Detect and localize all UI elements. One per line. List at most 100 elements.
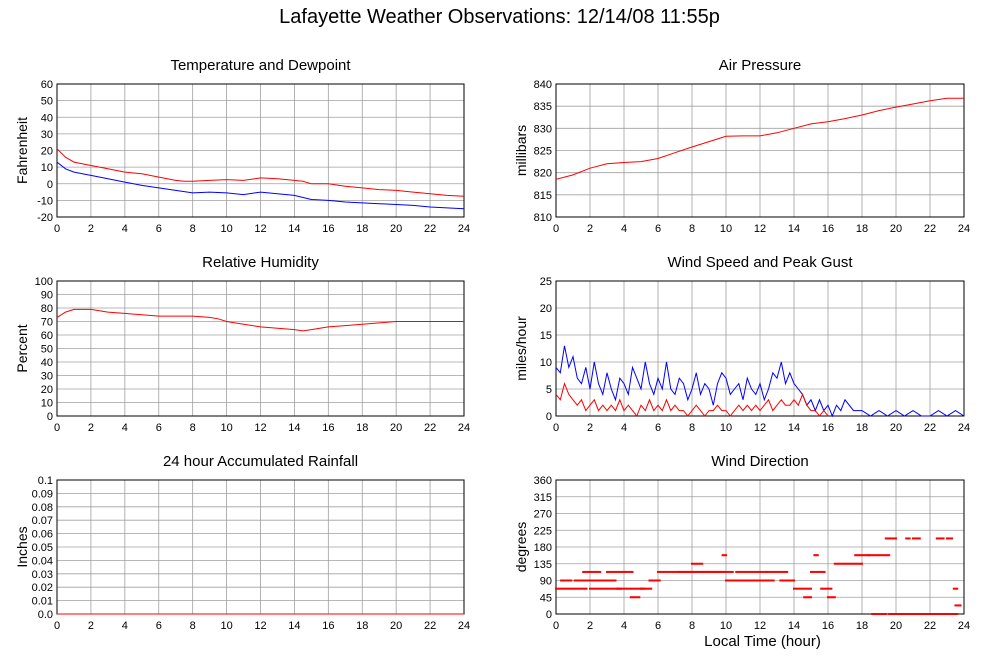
- direction-point: [607, 579, 610, 582]
- direction-point: [631, 570, 634, 573]
- direction-point: [750, 570, 753, 573]
- direction-point: [623, 570, 625, 573]
- rain-ytick-label: 0.07: [32, 515, 53, 527]
- direction-point: [589, 579, 591, 582]
- direction-point: [861, 554, 863, 557]
- pressure-xtick-label: 4: [621, 223, 627, 235]
- direction-point: [820, 570, 823, 573]
- direction-point: [898, 613, 901, 615]
- direction-point: [886, 537, 889, 540]
- humidity-xtick-label: 16: [322, 422, 334, 434]
- direction-point: [845, 562, 848, 565]
- wind-xtick-label: 8: [689, 422, 695, 434]
- humidity-xtick-label: 22: [424, 422, 436, 434]
- direction-point: [619, 570, 622, 573]
- wind-xtick-label: 22: [924, 422, 936, 434]
- direction-point: [949, 613, 952, 615]
- direction-point: [638, 587, 641, 590]
- direction-point: [755, 570, 758, 573]
- direction-point: [821, 587, 824, 590]
- direction-point: [823, 587, 826, 590]
- direction-point: [803, 587, 806, 590]
- temp-ytick-label: 0: [47, 179, 53, 191]
- direction-point: [908, 613, 911, 615]
- direction-point: [563, 587, 566, 590]
- direction-point: [556, 587, 559, 590]
- direction-point: [794, 587, 797, 590]
- direction-point: [956, 587, 959, 590]
- direction-point: [708, 570, 710, 573]
- direction-point: [893, 613, 896, 615]
- pressure-series-red-line: [555, 97, 964, 180]
- wind-ytick-label: 15: [540, 330, 552, 342]
- direction-point: [653, 579, 656, 582]
- rain-ytick-label: 0.08: [32, 502, 53, 514]
- direction-point: [769, 579, 772, 582]
- direction-point: [835, 562, 838, 565]
- pressure-xtick-label: 16: [822, 223, 834, 235]
- direction-xtick-label: 6: [655, 620, 661, 632]
- direction-point: [583, 570, 586, 573]
- direction-point: [847, 562, 850, 565]
- pressure-xtick-label: 8: [689, 223, 695, 235]
- direction-point: [609, 587, 612, 590]
- direction-point: [828, 587, 831, 590]
- direction-point: [764, 579, 767, 582]
- direction-point: [582, 570, 585, 573]
- direction-point: [684, 570, 687, 573]
- direction-point: [784, 570, 787, 573]
- direction-point: [934, 613, 937, 615]
- rain-xtick-label: 24: [458, 620, 470, 632]
- direction-point: [675, 570, 678, 573]
- direction-point: [682, 570, 685, 573]
- direction-point: [626, 570, 629, 573]
- temp-plot-frame: [56, 83, 465, 218]
- direction-point: [617, 570, 620, 573]
- direction-title: Wind Direction: [711, 453, 809, 470]
- direction-point: [702, 570, 705, 573]
- wind-xtick-label: 16: [822, 422, 834, 434]
- direction-point: [585, 570, 588, 573]
- humidity-ytick-label: 70: [41, 317, 53, 329]
- direction-point: [704, 570, 707, 573]
- direction-point: [595, 570, 598, 573]
- direction-point: [855, 562, 858, 565]
- rain-xtick-label: 12: [254, 620, 266, 632]
- direction-point: [689, 570, 692, 573]
- direction-point: [640, 587, 642, 590]
- direction-point: [764, 570, 767, 573]
- direction-point: [917, 613, 920, 615]
- wind-ytick-label: 20: [540, 303, 552, 315]
- direction-point: [946, 537, 948, 540]
- direction-point: [731, 579, 734, 582]
- direction-point: [655, 579, 658, 582]
- direction-point: [624, 570, 627, 573]
- direction-point: [633, 587, 636, 590]
- direction-point: [677, 570, 680, 573]
- direction-point: [752, 570, 755, 573]
- direction-point: [895, 537, 897, 540]
- direction-point: [838, 562, 841, 565]
- direction-point: [566, 579, 569, 582]
- direction-point: [645, 587, 648, 590]
- direction-point: [774, 570, 777, 573]
- direction-point: [842, 562, 845, 565]
- direction-point: [743, 570, 746, 573]
- direction-point: [691, 562, 693, 565]
- direction-point: [895, 613, 897, 615]
- direction-point: [772, 570, 775, 573]
- direction-point: [782, 570, 785, 573]
- temp-xtick-label: 6: [156, 223, 162, 235]
- direction-point: [791, 579, 794, 582]
- direction-point: [555, 587, 557, 590]
- temp-ytick-label: 50: [41, 96, 53, 108]
- direction-point: [699, 570, 702, 573]
- direction-point: [614, 587, 617, 590]
- direction-point: [628, 587, 631, 590]
- direction-point: [597, 579, 600, 582]
- direction-point: [954, 604, 957, 607]
- direction-point: [626, 587, 629, 590]
- temp-xtick-label: 10: [220, 223, 232, 235]
- direction-point: [920, 613, 923, 615]
